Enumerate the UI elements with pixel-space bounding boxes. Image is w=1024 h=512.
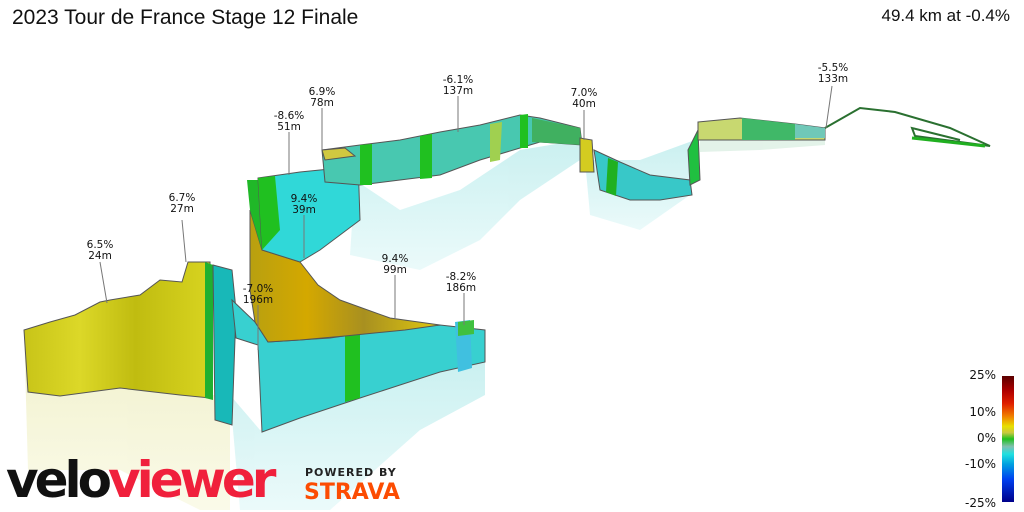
annotation-grade: 7.0%	[571, 87, 598, 99]
annotation-length: 51m	[277, 121, 301, 133]
annotation-grade: 6.9%	[309, 86, 336, 98]
annotation-grade: 9.4%	[291, 193, 318, 205]
powered-by-label: POWERED BY	[305, 466, 397, 479]
annotation-labels: 6.5% 24m 6.7% 27m -8.6% 51m 6.9% 78m 9.4…	[87, 62, 849, 306]
logo-velo-text: velo	[6, 451, 112, 509]
annotation-length: 196m	[243, 294, 273, 306]
annotation-grade: -6.1%	[443, 74, 473, 86]
legend-tick-high: 10%	[969, 405, 996, 419]
gradient-color-scale	[1002, 376, 1014, 502]
legend-tick-low: -10%	[964, 457, 996, 471]
legend-tick-max: 25%	[969, 368, 996, 382]
veloviewer-logo[interactable]: veloviewer	[6, 451, 276, 509]
annotation-length: 186m	[446, 282, 476, 294]
profile-segment-descent-bottom	[231, 298, 486, 433]
profile-segment-top-ridge	[321, 114, 583, 186]
annotation-length: 27m	[170, 203, 194, 215]
profile-segment-dip	[579, 129, 701, 201]
profile-segment-climb-left	[23, 261, 237, 426]
annotation-grade: -8.6%	[274, 110, 304, 122]
annotation-length: 137m	[443, 85, 473, 97]
profile-segment-finale	[697, 106, 991, 148]
annotation-grade: -8.2%	[446, 271, 476, 283]
annotation-grade: 9.4%	[382, 253, 409, 265]
logo-viewer-text: viewer	[108, 451, 276, 509]
profile-segment-descent-middle	[257, 159, 361, 263]
profile-reflection	[24, 130, 825, 510]
annotation-length: 39m	[292, 204, 316, 216]
annotation-grade: 6.5%	[87, 239, 114, 251]
annotation-length: 40m	[572, 98, 596, 110]
legend-tick-zero: 0%	[976, 431, 996, 445]
legend-tick-min: -25%	[964, 496, 996, 510]
page-title: 2023 Tour de France Stage 12 Finale	[12, 6, 359, 29]
annotation-leaders	[99, 85, 833, 350]
annotation-grade: -7.0%	[243, 283, 273, 295]
distance-grade-summary: 49.4 km at -0.4%	[881, 6, 1010, 25]
strava-logo[interactable]: STRAVA	[304, 480, 400, 505]
gradient-color-legend: 25% 10% 0% -10% -25%	[962, 366, 1024, 512]
annotation-length: 133m	[818, 73, 848, 85]
annotation-length: 24m	[88, 250, 112, 262]
annotation-length: 78m	[310, 97, 334, 109]
profile-segment-climb-middle	[247, 180, 441, 343]
annotation-grade: 6.7%	[169, 192, 196, 204]
annotation-length: 99m	[383, 264, 407, 276]
annotation-grade: -5.5%	[818, 62, 848, 74]
